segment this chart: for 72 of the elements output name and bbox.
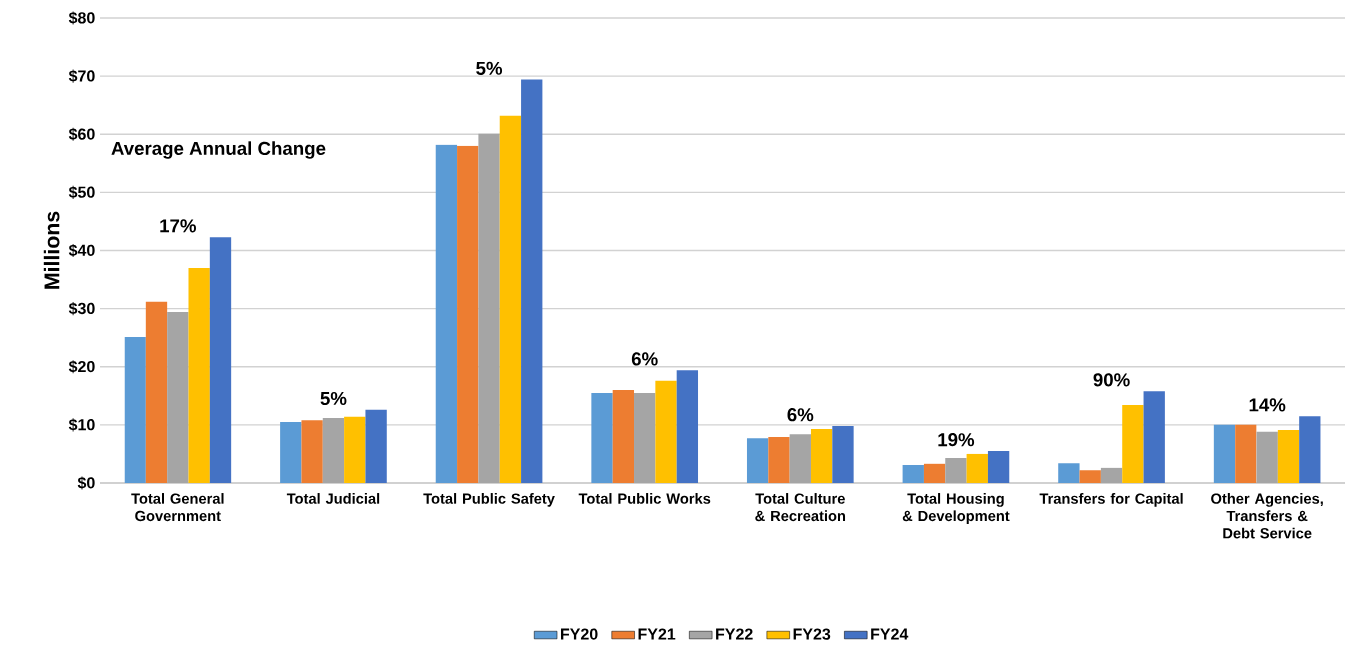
bar <box>1079 470 1101 483</box>
x-tick-label: Total Judicial <box>286 493 380 504</box>
bar <box>435 144 458 483</box>
bar <box>832 426 854 483</box>
y-tick-label: $80 <box>68 11 95 25</box>
bar <box>591 392 613 483</box>
bar <box>676 370 699 483</box>
y-tick-label: $20 <box>68 360 95 374</box>
bar <box>1277 430 1300 483</box>
y-tick-label: $0 <box>77 476 95 490</box>
y-tick-label: $10 <box>68 418 95 432</box>
x-tick-label: Total Culture & Recreation <box>755 493 846 522</box>
bar <box>945 458 967 483</box>
annotation: 90% <box>1093 373 1130 387</box>
bar <box>457 145 479 483</box>
bar <box>1143 391 1165 483</box>
bar <box>810 428 833 483</box>
bar <box>280 421 302 483</box>
bar <box>322 417 345 483</box>
bar <box>344 416 366 483</box>
legend-label: FY21 <box>638 628 676 640</box>
bar <box>987 451 1010 483</box>
bar <box>209 237 232 483</box>
bar <box>365 409 387 483</box>
legend-label: FY22 <box>716 628 753 640</box>
bar <box>655 380 677 483</box>
annotation: 19% <box>938 433 975 447</box>
y-tick-label: $60 <box>68 127 95 141</box>
x-tick-label: Total General Government <box>131 493 224 522</box>
annotation: 5% <box>320 391 347 406</box>
bar <box>124 337 146 483</box>
bar <box>1235 424 1257 483</box>
x-tick-label: Transfers for Capital <box>1039 493 1183 507</box>
bar <box>188 267 210 483</box>
y-tick-label: $50 <box>68 185 95 199</box>
bar <box>167 312 189 483</box>
legend-label: FY20 <box>561 628 598 640</box>
legend-label: FY24 <box>871 628 909 640</box>
bar <box>768 437 790 483</box>
annotation: Average Annual Change <box>111 141 326 159</box>
bar <box>478 133 500 483</box>
bar <box>1058 463 1080 483</box>
bar <box>746 438 769 483</box>
x-tick-label: Total Housing & Development <box>902 493 1010 525</box>
bar <box>612 389 635 483</box>
annotation: 6% <box>631 352 658 366</box>
bar <box>521 79 543 483</box>
bar <box>1256 431 1278 483</box>
bar <box>1299 416 1321 483</box>
annotation: 6% <box>787 408 814 422</box>
bar <box>966 453 988 483</box>
y-axis-title: Millions <box>43 211 60 289</box>
bar <box>634 392 656 483</box>
x-tick-label: Total Public Safety <box>423 493 555 507</box>
legend-label: FY23 <box>793 628 831 640</box>
y-tick-label: $70 <box>68 69 95 83</box>
bar <box>1100 467 1123 483</box>
bar <box>499 115 522 483</box>
bar <box>923 463 946 483</box>
annotation: 5% <box>476 61 503 75</box>
y-tick-label: $40 <box>68 243 95 258</box>
bar <box>789 434 811 483</box>
annotation: 14% <box>1249 398 1286 412</box>
bar <box>301 420 323 483</box>
bar <box>145 301 168 483</box>
x-tick-label: Other Agencies, Transfers & Debt Service <box>1211 493 1323 539</box>
y-tick-label: $30 <box>68 302 95 316</box>
bar <box>1122 405 1144 483</box>
x-tick-label: Total Public Works <box>578 493 711 504</box>
bar <box>1213 424 1236 483</box>
annotation: 17% <box>160 219 196 233</box>
bar <box>902 464 924 483</box>
